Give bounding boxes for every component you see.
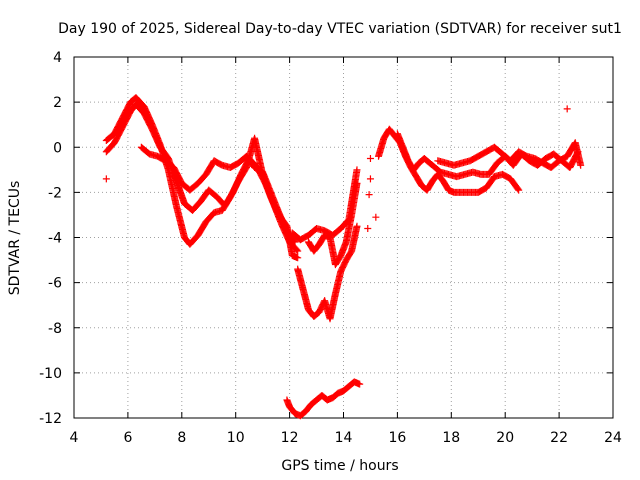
x-tick-label: 14 xyxy=(335,430,353,446)
data-point xyxy=(515,186,523,194)
x-tick-label: 18 xyxy=(442,430,460,446)
data-point xyxy=(577,161,585,169)
y-tick-label: -8 xyxy=(48,321,62,337)
data-point xyxy=(366,155,374,163)
data-point xyxy=(353,222,361,230)
data-point xyxy=(353,179,361,187)
data-point xyxy=(102,175,110,183)
x-axis-label: GPS time / hours xyxy=(281,458,398,474)
grid xyxy=(74,57,613,418)
y-tick-label: 4 xyxy=(53,50,62,66)
data-point xyxy=(293,246,301,254)
x-tick-label: 4 xyxy=(70,430,79,446)
x-tick-label: 16 xyxy=(388,430,406,446)
y-tick-labels: -12 -10 -8 -6 -4 -2 0 2 4 xyxy=(39,50,62,427)
x-tick-label: 10 xyxy=(227,430,245,446)
data-point xyxy=(290,237,298,245)
data-point xyxy=(366,175,374,183)
y-tick-label: -4 xyxy=(48,231,62,247)
data-point xyxy=(563,105,571,113)
data-point xyxy=(291,238,299,246)
data-point xyxy=(514,185,522,193)
x-tick-label: 12 xyxy=(281,430,299,446)
y-tick-label: -6 xyxy=(48,276,62,292)
x-tick-label: 22 xyxy=(550,430,568,446)
data-point xyxy=(356,380,364,388)
y-tick-label: 2 xyxy=(53,95,62,111)
data-point xyxy=(294,254,302,262)
data-point xyxy=(365,191,373,199)
data-point xyxy=(294,247,302,255)
y-axis-label: SDTVAR / TECUs xyxy=(7,181,23,296)
x-tick-label: 8 xyxy=(177,430,186,446)
axis-ticks xyxy=(73,56,614,419)
x-tick-label: 20 xyxy=(496,430,514,446)
data-point xyxy=(372,213,380,221)
y-tick-label: -2 xyxy=(48,185,62,201)
y-tick-label: 0 xyxy=(53,140,62,156)
chart-title: Day 190 of 2025, Sidereal Day-to-day VTE… xyxy=(58,21,622,37)
data-points xyxy=(102,94,585,420)
x-tick-labels: 4 6 8 10 12 14 16 18 20 22 24 xyxy=(70,430,622,446)
x-tick-label: 24 xyxy=(604,430,622,446)
y-tick-label: -12 xyxy=(39,411,62,427)
x-tick-label: 6 xyxy=(123,430,132,446)
data-point xyxy=(364,224,372,232)
y-tick-label: -10 xyxy=(39,366,62,382)
data-point xyxy=(353,166,361,174)
